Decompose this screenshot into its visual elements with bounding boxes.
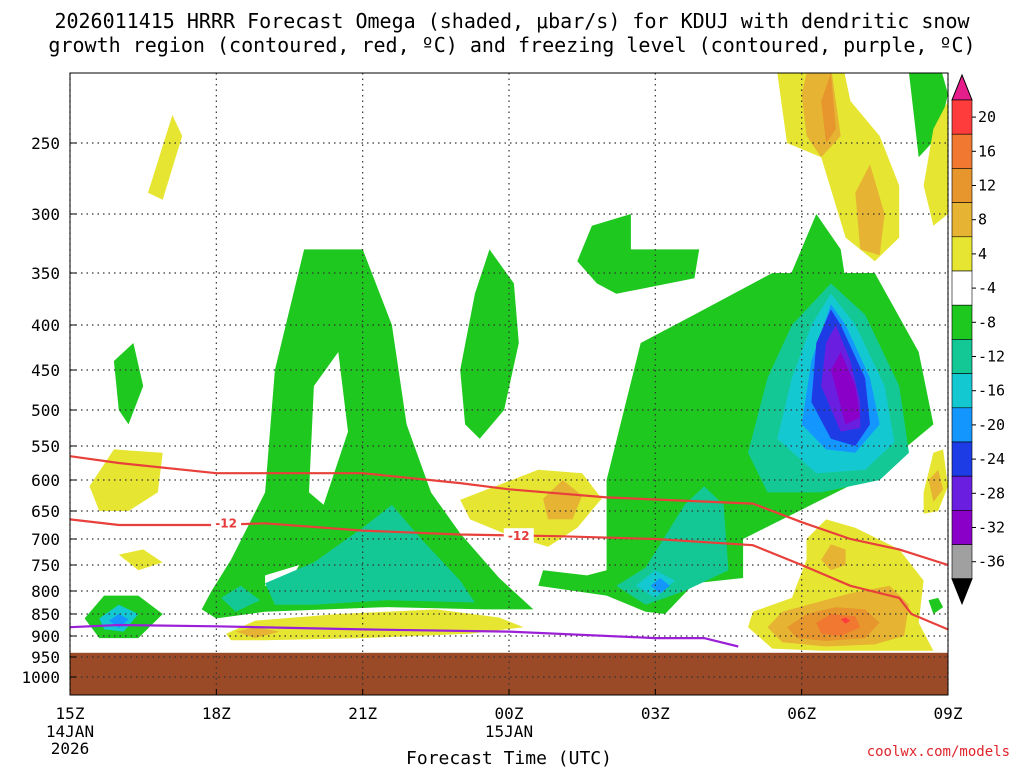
colorbar-label: -12 xyxy=(978,348,1005,366)
colorbar-label: 20 xyxy=(978,108,996,126)
colorbar-bottom-arrow xyxy=(951,578,973,606)
omega-region xyxy=(928,469,944,502)
omega-region xyxy=(226,609,524,641)
colorbar-bin xyxy=(951,304,973,340)
omega-region xyxy=(830,352,861,425)
y-tick-label: 400 xyxy=(31,316,60,335)
omega-region xyxy=(460,249,519,439)
y-tick-label: 1000 xyxy=(21,668,60,687)
x-tick-label: 15Z xyxy=(56,704,85,723)
colorbar-label: 8 xyxy=(978,211,987,229)
omega-region xyxy=(118,549,163,571)
y-tick-label: 950 xyxy=(31,648,60,667)
x-tick-sublabel: 2026 xyxy=(51,739,90,758)
colorbar-label: -8 xyxy=(978,313,996,331)
omega-region xyxy=(928,597,944,614)
colorbar-bin xyxy=(951,99,973,135)
colorbar-bin xyxy=(951,133,973,169)
omega-region xyxy=(235,627,280,639)
omega-region xyxy=(909,73,948,158)
omega-region xyxy=(309,352,348,505)
colorbar-label: -28 xyxy=(978,484,1005,502)
y-tick-label: 700 xyxy=(31,530,60,549)
omega-region xyxy=(221,585,261,612)
y-tick-label: 750 xyxy=(31,556,60,575)
omega-region xyxy=(265,504,475,605)
omega-region xyxy=(840,617,851,624)
y-tick-label: 650 xyxy=(31,502,60,521)
colorbar-label: -16 xyxy=(978,382,1005,400)
omega-region xyxy=(113,343,144,425)
omega-region xyxy=(616,486,729,605)
y-tick-label: 500 xyxy=(31,401,60,420)
x-tick-sublabel: 14JAN xyxy=(46,722,94,741)
colorbar-label: 16 xyxy=(978,142,996,160)
colorbar-bin xyxy=(951,168,973,203)
colorbar-label: -4 xyxy=(978,279,996,297)
contour-label-bg xyxy=(211,515,242,530)
omega-region xyxy=(201,249,534,619)
omega-region xyxy=(577,214,700,294)
x-tick-sublabel: 15JAN xyxy=(485,722,533,741)
omega-shading xyxy=(84,73,948,651)
colorbar-label: -36 xyxy=(978,553,1005,571)
colorbar-bin xyxy=(951,236,973,272)
omega-region xyxy=(855,164,885,256)
y-tick-label: 850 xyxy=(31,605,60,624)
omega-region xyxy=(650,578,670,594)
omega-region xyxy=(148,115,183,200)
contour-label-bg xyxy=(503,528,534,543)
x-tick-label: 21Z xyxy=(348,704,377,723)
colorbar-bin xyxy=(951,202,973,238)
contour-labels: -12 -12 xyxy=(211,515,534,543)
colorbar-bin xyxy=(951,339,973,374)
omega-region xyxy=(816,614,861,636)
colorbar-label: -20 xyxy=(978,416,1005,434)
colorbar-label: -24 xyxy=(978,450,1005,468)
x-tick-label: 18Z xyxy=(202,704,231,723)
colorbar-bin xyxy=(951,373,973,409)
y-tick-label: 250 xyxy=(31,134,60,153)
colorbar-bin xyxy=(951,510,973,545)
y-tick-label: 800 xyxy=(31,582,60,601)
x-tick-label: 03Z xyxy=(641,704,670,723)
omega-region xyxy=(109,614,129,629)
colorbar-bin xyxy=(951,475,973,511)
omega-region xyxy=(821,73,836,143)
x-tick-label: 06Z xyxy=(787,704,816,723)
x-axis-label: Forecast Time (UTC) xyxy=(406,748,612,768)
freezing-level-contour xyxy=(70,623,739,648)
y-axis: 250 300 350 400 450 500 550 600 650 700 750 800 850 9… xyxy=(21,134,76,687)
contour-label: -12 xyxy=(508,529,530,543)
omega-region xyxy=(821,544,846,571)
y-tick-label: 450 xyxy=(31,361,60,380)
dgz-contour xyxy=(70,455,948,567)
colorbar-label: -32 xyxy=(978,519,1005,537)
omega-region xyxy=(923,101,948,226)
colorbar-bin xyxy=(951,270,973,306)
colorbar-label: 4 xyxy=(978,245,987,263)
x-tick-label: 09Z xyxy=(934,704,963,723)
y-tick-label: 550 xyxy=(31,437,60,456)
colorbar: 20 16 12 8 4 -4 -8 -12 -16 -20 -24 -28 -32 -36 xyxy=(951,73,1005,606)
credit-link[interactable]: coolwx.com/models xyxy=(867,744,1010,760)
colorbar-bin xyxy=(951,441,973,477)
y-tick-label: 350 xyxy=(31,264,60,283)
contour-label: -12 xyxy=(215,516,237,530)
colorbar-bin xyxy=(951,544,973,580)
colorbar-bin xyxy=(951,407,973,443)
omega-region xyxy=(543,480,583,520)
x-tick-label: 00Z xyxy=(495,704,524,723)
colorbar-label: 12 xyxy=(978,177,996,195)
chart-title-line-1: 2026011415 HRRR Forecast Omega (shaded, … xyxy=(54,9,970,33)
colorbar-top-arrow xyxy=(951,73,973,101)
y-tick-label: 600 xyxy=(31,471,60,490)
y-tick-label: 900 xyxy=(31,627,60,646)
chart-title-line-2: growth region (contoured, red, ºC) and f… xyxy=(48,33,975,57)
y-tick-label: 300 xyxy=(31,205,60,224)
